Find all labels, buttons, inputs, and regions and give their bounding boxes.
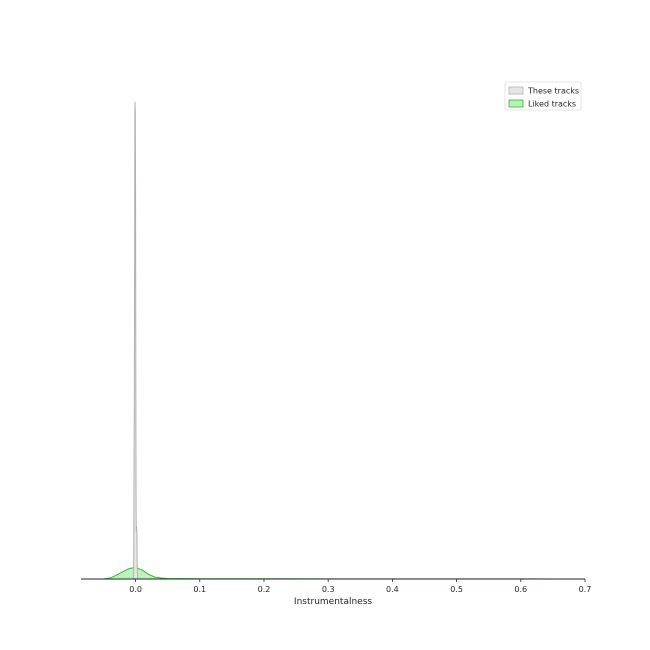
x-tick-label: 0.7 bbox=[579, 585, 592, 594]
x-tick-label: 0.1 bbox=[193, 585, 206, 594]
x-axis-label: Instrumentalness bbox=[294, 597, 372, 607]
legend-frame bbox=[504, 81, 582, 111]
legend-label: Liked tracks bbox=[528, 100, 576, 109]
x-ticks: 0.0 0.1 0.2 0.3 0.4 0.5 0.6 0.7 bbox=[129, 579, 591, 594]
x-tick-label: 0.3 bbox=[322, 585, 335, 594]
series-line-0 bbox=[132, 101, 139, 580]
series-line-1 bbox=[103, 567, 563, 580]
x-tick-label: 0.0 bbox=[129, 585, 142, 594]
legend-swatch bbox=[508, 86, 524, 95]
series-area-1 bbox=[103, 567, 563, 579]
legend-swatch bbox=[508, 99, 524, 108]
x-tick-label: 0.4 bbox=[386, 585, 399, 594]
x-tick-label: 0.6 bbox=[514, 585, 527, 594]
x-tick-label: 0.5 bbox=[450, 585, 463, 594]
x-tick-label: 0.2 bbox=[258, 585, 271, 594]
legend: These tracks Liked tracks bbox=[504, 81, 582, 111]
series-layer bbox=[103, 101, 563, 580]
legend-label: These tracks bbox=[527, 87, 579, 96]
